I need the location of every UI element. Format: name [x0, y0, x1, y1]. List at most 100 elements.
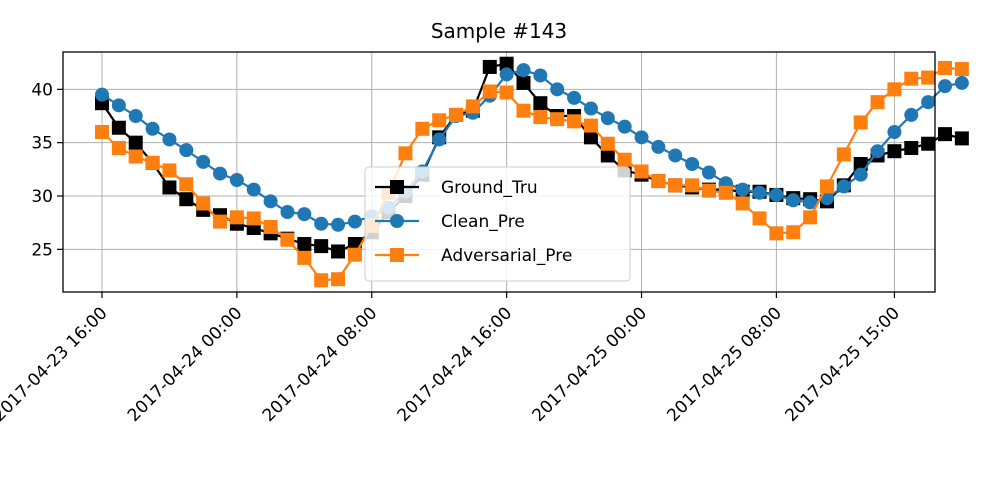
data-point: [600, 136, 615, 151]
data-point: [179, 177, 194, 192]
legend-entry: Adversarial_Pre: [375, 246, 572, 266]
data-point: [954, 75, 969, 90]
chart-title: Sample #143: [431, 19, 567, 43]
data-point: [297, 207, 312, 222]
y-tick-label: 25: [31, 240, 53, 260]
data-point: [398, 146, 413, 161]
data-point: [769, 226, 784, 241]
data-point: [314, 216, 329, 231]
data-point: [331, 244, 346, 259]
data-point: [533, 110, 548, 125]
legend-entry: Ground_Tru: [375, 178, 538, 198]
data-point: [668, 178, 683, 193]
data-point: [297, 250, 312, 265]
data-point: [213, 214, 228, 229]
data-point: [111, 120, 126, 135]
data-point: [297, 237, 312, 251]
series-line: [101, 66, 962, 282]
data-point: [938, 79, 952, 94]
data-point: [718, 185, 733, 200]
y-tick-label: 30: [31, 187, 53, 207]
data-point: [617, 152, 632, 167]
data-point: [482, 84, 497, 99]
data-point: [938, 127, 952, 142]
data-point: [752, 211, 767, 226]
data-point: [499, 56, 514, 71]
data-point: [938, 61, 952, 75]
data-point: [870, 95, 885, 110]
data-point: [145, 121, 160, 136]
data-point: [432, 113, 447, 128]
data-point: [887, 144, 902, 159]
data-point: [128, 149, 143, 164]
legend-box: [364, 166, 631, 282]
data-point: [179, 192, 194, 207]
data-point: [533, 96, 548, 111]
data-point: [516, 75, 531, 90]
data-point: [95, 125, 109, 139]
data-point: [128, 109, 143, 123]
data-point: [921, 95, 936, 110]
data-point: [280, 205, 295, 219]
legend-label: Ground_Tru: [441, 178, 538, 198]
data-point: [145, 155, 160, 170]
data-point: [836, 179, 851, 194]
data-point: [887, 125, 902, 139]
data-point: [954, 62, 969, 77]
data-point: [111, 98, 126, 113]
data-point: [567, 90, 582, 105]
data-point: [836, 147, 851, 162]
data-point: [634, 130, 649, 145]
data-point: [921, 136, 936, 151]
data-point: [752, 185, 767, 200]
data-point: [95, 87, 109, 102]
data-point: [803, 210, 818, 225]
data-point: [499, 67, 514, 82]
data-point: [904, 71, 919, 86]
data-point: [735, 196, 750, 211]
data-point: [533, 68, 548, 83]
data-point: [651, 139, 666, 154]
legend-label: Adversarial_Pre: [441, 246, 572, 266]
data-point: [651, 174, 666, 189]
data-point: [482, 59, 497, 74]
data-point: [246, 211, 261, 226]
data-point: [685, 178, 700, 193]
data-point: [735, 182, 750, 197]
data-point: [583, 130, 598, 145]
data-point: [904, 107, 919, 122]
plot-frame: [62, 51, 936, 293]
data-point: [415, 121, 430, 136]
data-point: [634, 164, 649, 179]
x-tick-label: 2017-04-25 15:00: [781, 303, 903, 425]
data-point: [347, 247, 362, 262]
data-point: [162, 163, 177, 178]
data-point: [263, 194, 278, 209]
data-point: [668, 148, 683, 163]
data-point: [331, 217, 346, 232]
series-clean-pre: [95, 63, 969, 232]
data-point: [229, 210, 244, 225]
data-point: [432, 132, 447, 147]
data-point: [229, 173, 244, 187]
data-point: [449, 107, 464, 122]
data-point: [567, 114, 582, 129]
data-point: [921, 70, 936, 85]
data-point: [516, 63, 531, 78]
data-point: [887, 82, 902, 97]
y-tick-label: 40: [31, 80, 53, 100]
data-point: [819, 179, 834, 194]
data-point: [550, 112, 565, 127]
data-point: [499, 85, 514, 100]
data-point: [465, 99, 480, 114]
x-tick-label: 2017-04-23 16:00: [0, 303, 112, 425]
data-point: [803, 195, 818, 210]
legend-marker: [390, 214, 404, 228]
data-point: [516, 103, 531, 118]
legend: Ground_Tru Clean_Pre Adversarial_Pre: [364, 166, 631, 282]
data-point: [128, 135, 143, 150]
data-point: [162, 180, 177, 195]
data-point: [280, 232, 295, 247]
data-point: [904, 141, 919, 155]
